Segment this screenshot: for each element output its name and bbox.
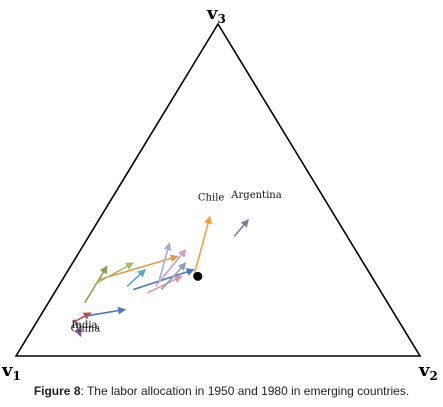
vertex-label-v2: v2: [418, 360, 438, 383]
arrow-layer: [72, 215, 249, 338]
arrow-12: [146, 275, 183, 294]
label-argentina: Argentina: [230, 190, 281, 201]
vertex-label-v3: v3: [206, 3, 226, 26]
arrow-9: [158, 242, 172, 280]
arrow-10: [154, 248, 187, 287]
arrow-chile: [192, 215, 212, 277]
arrow-5: [132, 268, 195, 291]
arrow-11: [126, 269, 147, 287]
label-india: India: [72, 320, 98, 331]
caption-text: : The labor allocation in 1950 and 1980 …: [80, 384, 410, 398]
caption-label: Figure 8: [33, 384, 81, 398]
arrow-7: [83, 265, 108, 304]
label-chile: Chile: [198, 193, 224, 204]
arrow-argentina: [233, 219, 249, 237]
label-china: China: [71, 323, 101, 334]
vertex-labels: v1 v2 v3: [1, 3, 438, 383]
ternary-triangle: [14, 22, 422, 357]
arrow-4: [84, 306, 127, 317]
arrow-china: [73, 319, 82, 338]
arrow-13: [160, 262, 187, 291]
reference-point: [193, 271, 203, 281]
vertex-label-v1: v1: [1, 360, 21, 383]
arrow-8: [96, 262, 135, 284]
figure-caption: Figure 8: The labor allocation in 1950 a…: [0, 384, 443, 398]
